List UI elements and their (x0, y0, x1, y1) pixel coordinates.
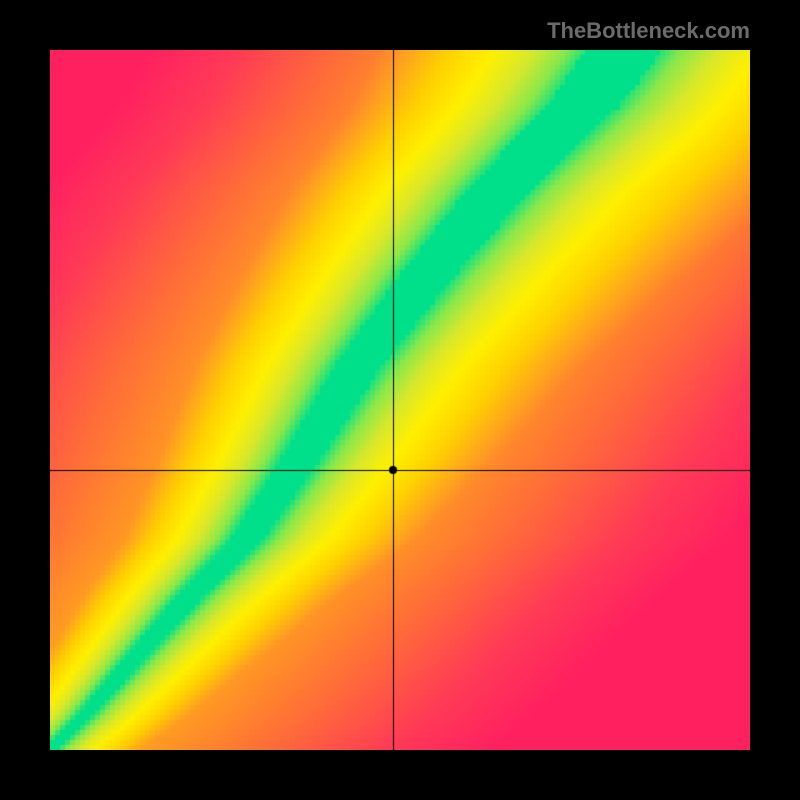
chart-container: TheBottleneck.com (0, 0, 800, 800)
watermark-text: TheBottleneck.com (547, 18, 750, 44)
bottleneck-heatmap (50, 50, 750, 750)
